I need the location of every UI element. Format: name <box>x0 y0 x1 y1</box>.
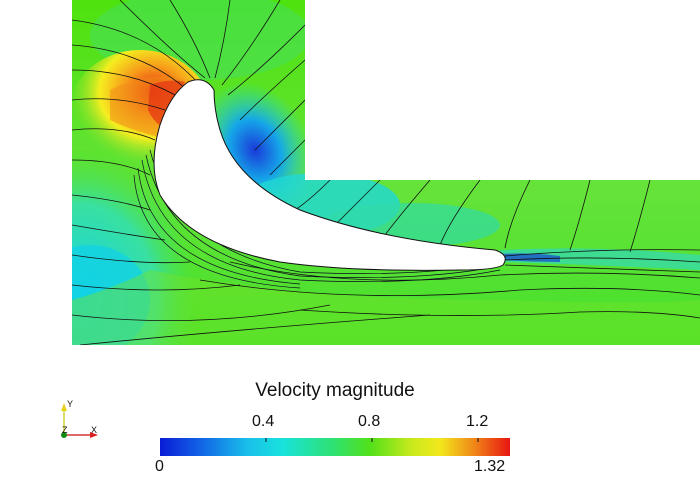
contour-lines <box>72 0 700 345</box>
z-axis-dot-icon <box>61 432 67 438</box>
legend-title: Velocity magnitude <box>255 380 415 401</box>
x-axis-arrow-icon <box>90 432 98 438</box>
y-axis-label: Y <box>67 399 73 409</box>
colorbar-tick-label: 1.2 <box>466 413 489 430</box>
colorbar-max-label: 1.32 <box>474 458 506 475</box>
z-axis-label: Z <box>62 425 68 435</box>
colorbar <box>160 438 510 456</box>
x-axis-label: X <box>91 425 97 435</box>
flow-field-viewport[interactable] <box>0 0 700 350</box>
colorbar-tick-label: 0.8 <box>358 413 381 430</box>
flow-domain <box>72 0 700 345</box>
colorbar-tick-label: 0.4 <box>252 413 275 430</box>
colorbar-min-label: 0 <box>155 458 164 475</box>
y-axis-arrow-icon <box>61 403 67 411</box>
orientation-axes: Y X Z <box>61 399 98 438</box>
turbine-blade <box>153 79 506 271</box>
